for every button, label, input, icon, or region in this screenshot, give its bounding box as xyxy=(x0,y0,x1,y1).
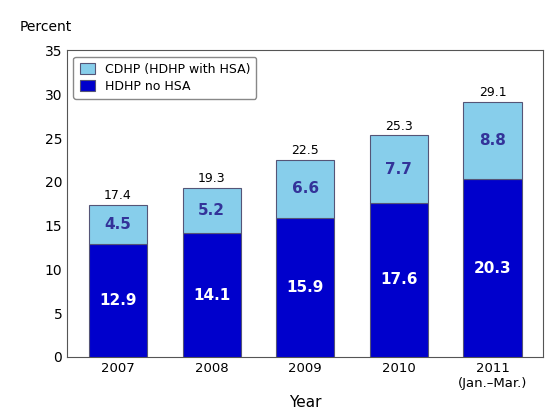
Bar xyxy=(183,188,241,234)
Legend: CDHP (HDHP with HSA), HDHP no HSA: CDHP (HDHP with HSA), HDHP no HSA xyxy=(73,57,256,99)
Text: 17.6: 17.6 xyxy=(380,273,418,287)
Text: 14.1: 14.1 xyxy=(193,288,230,303)
Bar xyxy=(464,102,521,179)
Bar xyxy=(89,244,147,357)
Bar xyxy=(89,205,147,244)
Text: 29.1: 29.1 xyxy=(479,87,506,100)
Text: 17.4: 17.4 xyxy=(104,189,132,202)
Bar xyxy=(276,218,334,357)
X-axis label: Year: Year xyxy=(289,395,321,410)
Text: 6.6: 6.6 xyxy=(292,181,319,196)
Text: 25.3: 25.3 xyxy=(385,120,413,133)
Bar xyxy=(183,234,241,357)
Bar xyxy=(370,135,428,203)
Bar xyxy=(370,203,428,357)
Text: 22.5: 22.5 xyxy=(291,144,319,157)
Text: Percent: Percent xyxy=(20,20,72,34)
Text: 7.7: 7.7 xyxy=(385,162,412,176)
Text: 19.3: 19.3 xyxy=(198,172,225,185)
Text: 20.3: 20.3 xyxy=(474,260,511,276)
Text: 8.8: 8.8 xyxy=(479,133,506,148)
Text: 15.9: 15.9 xyxy=(287,280,324,295)
Text: 5.2: 5.2 xyxy=(198,203,225,218)
Text: 12.9: 12.9 xyxy=(99,293,137,308)
Text: 4.5: 4.5 xyxy=(104,217,131,232)
Bar xyxy=(464,179,521,357)
Bar xyxy=(276,160,334,218)
